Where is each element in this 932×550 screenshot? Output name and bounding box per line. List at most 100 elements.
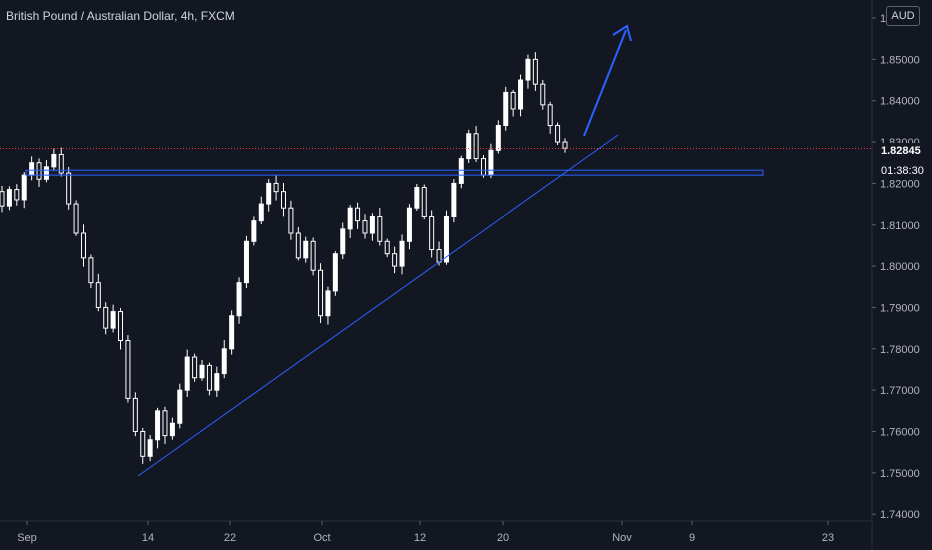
candle-body xyxy=(273,182,279,193)
candle-body xyxy=(281,191,286,209)
candle-body xyxy=(14,189,20,201)
time-scale[interactable]: Sep 14 22 Oct 12 20 Nov 9 23 xyxy=(17,521,834,544)
candle-body xyxy=(392,253,398,267)
current-price-label: 1.82845 xyxy=(873,143,932,160)
candle-body xyxy=(295,232,301,259)
price-tick-label: 1.75000 xyxy=(880,468,920,480)
candle-body xyxy=(66,172,72,205)
price-tick-label: 1.80000 xyxy=(880,261,920,273)
candle-body xyxy=(251,220,257,242)
candle-body xyxy=(332,253,338,292)
candle-body xyxy=(318,269,324,317)
candle-body xyxy=(562,141,568,149)
candle-body xyxy=(540,83,546,106)
candle-body xyxy=(132,397,138,433)
candle-body xyxy=(414,187,420,209)
candle-body xyxy=(495,125,501,151)
candle-body xyxy=(369,215,375,234)
candle-body xyxy=(325,290,331,317)
candle-body xyxy=(510,91,516,110)
price-tick-label: 1.78000 xyxy=(880,344,920,356)
candle-body xyxy=(429,215,435,251)
candle-body xyxy=(443,215,449,263)
bullish-arrow-shaft xyxy=(583,29,627,137)
candle-body xyxy=(451,182,457,217)
price-scale[interactable]: 1.860001.850001.840001.830001.820001.810… xyxy=(872,13,920,521)
candle-body xyxy=(58,153,64,174)
candle-body xyxy=(503,91,509,127)
time-tick-label: 22 xyxy=(224,532,236,544)
candle-body xyxy=(88,257,94,284)
support-zone-rectangle xyxy=(25,169,764,176)
candle-body xyxy=(532,58,538,85)
candle-body xyxy=(206,364,212,391)
candle-body xyxy=(199,364,205,379)
candle-body xyxy=(169,422,175,437)
bar-countdown-label: 01:38:30 xyxy=(881,165,924,177)
candle-body xyxy=(473,133,479,160)
candle-body xyxy=(51,153,57,168)
candle-body xyxy=(547,104,553,127)
price-tick-label: 1.85000 xyxy=(880,54,920,66)
currency-button[interactable]: AUD xyxy=(886,6,920,26)
candle-body xyxy=(73,203,79,234)
candle-body xyxy=(118,311,124,342)
candle-body xyxy=(214,373,220,391)
candle-body xyxy=(258,203,264,222)
candle-body xyxy=(6,189,12,207)
time-tick-label: 14 xyxy=(142,532,154,544)
candle-body xyxy=(406,207,412,242)
candle-body xyxy=(458,158,464,184)
price-tick-label: 1.84000 xyxy=(880,96,920,108)
candle-body xyxy=(229,315,235,350)
candle-body xyxy=(236,282,242,317)
time-tick-label: 9 xyxy=(689,532,695,544)
candle-body xyxy=(347,207,353,230)
ascending-trendline xyxy=(137,134,619,477)
candle-body xyxy=(0,191,5,207)
price-tick-label: 1.82000 xyxy=(880,178,920,190)
candle-body xyxy=(43,166,49,180)
candle-body xyxy=(266,182,272,205)
candle-body xyxy=(125,340,131,399)
candle-body xyxy=(192,356,198,379)
time-tick-label: 12 xyxy=(414,532,426,544)
candle-body xyxy=(384,240,390,255)
drawings-layer xyxy=(0,24,872,477)
candle-body xyxy=(362,220,368,234)
candle-body xyxy=(110,311,116,329)
candle-body xyxy=(466,133,472,160)
candle-body xyxy=(140,431,146,457)
candle-body xyxy=(177,389,183,424)
candle-body xyxy=(147,439,153,457)
candle-body xyxy=(303,240,309,259)
candle-body xyxy=(310,240,316,271)
candle-body xyxy=(221,348,227,375)
candle-body xyxy=(21,174,27,201)
price-tick-label: 1.81000 xyxy=(880,220,920,232)
candle-body xyxy=(155,410,161,441)
candle-body xyxy=(288,207,294,234)
time-tick-label: Sep xyxy=(17,532,37,544)
candle-body xyxy=(421,187,427,217)
candle-body xyxy=(399,240,405,267)
candles-layer xyxy=(0,52,568,464)
candle-body xyxy=(36,162,42,180)
candle-body xyxy=(184,356,190,391)
candle-body xyxy=(377,215,383,242)
candle-body xyxy=(355,207,361,222)
candle-body xyxy=(555,125,561,143)
time-tick-label: 20 xyxy=(497,532,509,544)
candle-body xyxy=(340,228,346,255)
candle-body xyxy=(95,282,101,308)
time-tick-label: Oct xyxy=(313,532,330,544)
candle-body xyxy=(103,306,109,329)
price-tick-label: 1.79000 xyxy=(880,302,920,314)
price-tick-label: 1.76000 xyxy=(880,427,920,439)
price-tick-label: 1.74000 xyxy=(880,509,920,521)
candle-body xyxy=(243,240,249,284)
candle-body xyxy=(80,232,86,259)
symbol-title[interactable]: British Pound / Australian Dollar, 4h, F… xyxy=(6,9,235,23)
